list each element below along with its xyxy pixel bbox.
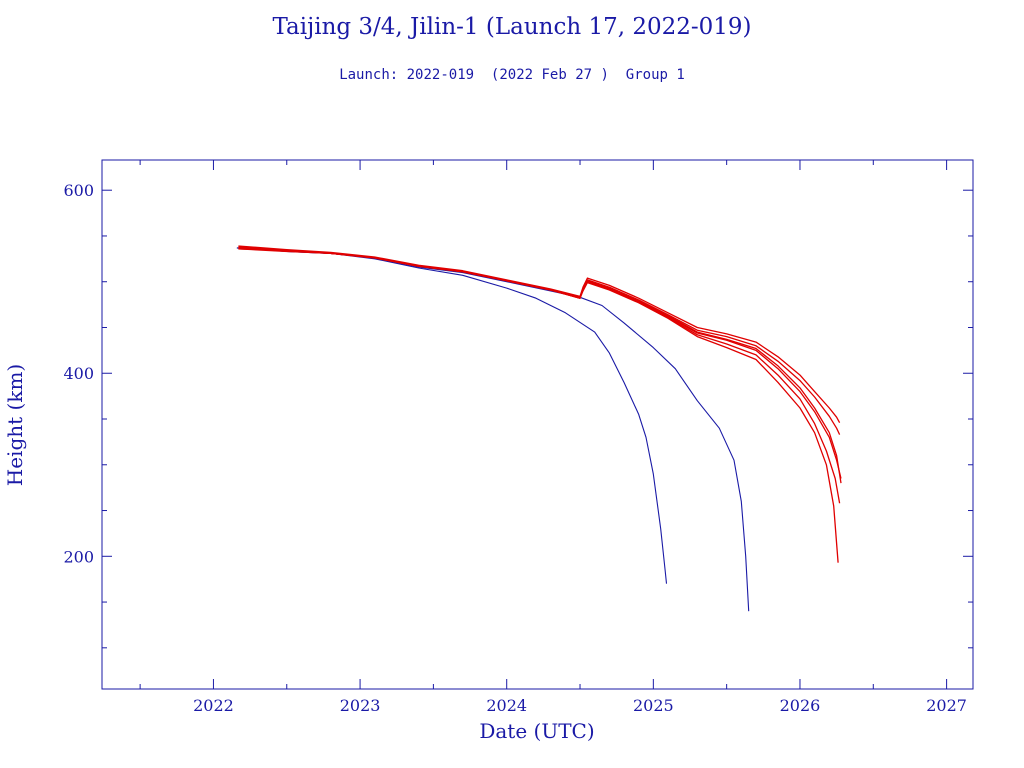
- x-axis-label: Date (UTC): [479, 719, 594, 743]
- series-line-2: [236, 247, 750, 612]
- chart-subtitle: Launch: 2022-019 (2022 Feb 27 ) Group 1: [339, 67, 685, 83]
- axis-tick-labels: 2022 2023 2024 2025 2026 2027 200 400 600: [63, 181, 967, 715]
- chart-title: Taijing 3/4, Jilin-1 (Launch 17, 2022-01…: [272, 14, 752, 40]
- axis-ticks: [102, 160, 973, 689]
- series-line-3: [238, 245, 841, 424]
- y-tick-label: 200: [63, 547, 94, 566]
- x-tick-label: 2025: [633, 696, 674, 715]
- series-line-5: [238, 248, 842, 479]
- series-line-8: [238, 248, 839, 563]
- series-line-4: [238, 247, 841, 435]
- x-tick-label: 2026: [780, 696, 821, 715]
- plot-frame: [101, 159, 974, 690]
- x-tick-label: 2024: [486, 696, 527, 715]
- y-tick-label: 400: [63, 364, 94, 383]
- x-tick-label: 2022: [193, 696, 234, 715]
- y-tick-label: 600: [63, 181, 94, 200]
- series-layer: [236, 245, 842, 612]
- series-line-6: [238, 246, 842, 484]
- y-axis-label: Height (km): [3, 364, 27, 486]
- x-tick-label: 2023: [340, 696, 381, 715]
- x-tick-label: 2027: [926, 696, 967, 715]
- series-line-1: [236, 247, 668, 584]
